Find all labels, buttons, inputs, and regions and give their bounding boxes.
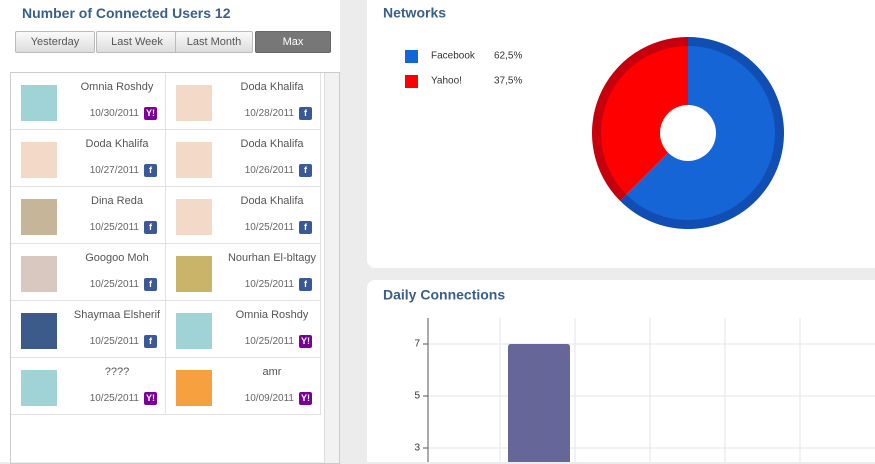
legend-label: Facebook	[431, 51, 476, 62]
legend-label: Yahoo!	[431, 76, 462, 87]
page: Number of Connected Users 12 YesterdayLa…	[0, 0, 875, 462]
legend-swatch	[405, 75, 418, 88]
legend-swatch	[405, 50, 418, 63]
y-tick-label: 3	[414, 443, 420, 454]
daily-title: Daily Connections	[383, 287, 505, 303]
legend-value: 62,5%	[494, 51, 522, 62]
networks-title: Networks	[383, 5, 446, 21]
legend-value: 37,5%	[494, 76, 522, 87]
y-tick-label: 7	[414, 339, 420, 350]
pie-hole	[660, 105, 716, 161]
y-tick-label: 5	[414, 391, 420, 402]
charts: Networks Daily Connections Facebook 62,5%…	[0, 0, 875, 462]
bar	[508, 344, 570, 462]
